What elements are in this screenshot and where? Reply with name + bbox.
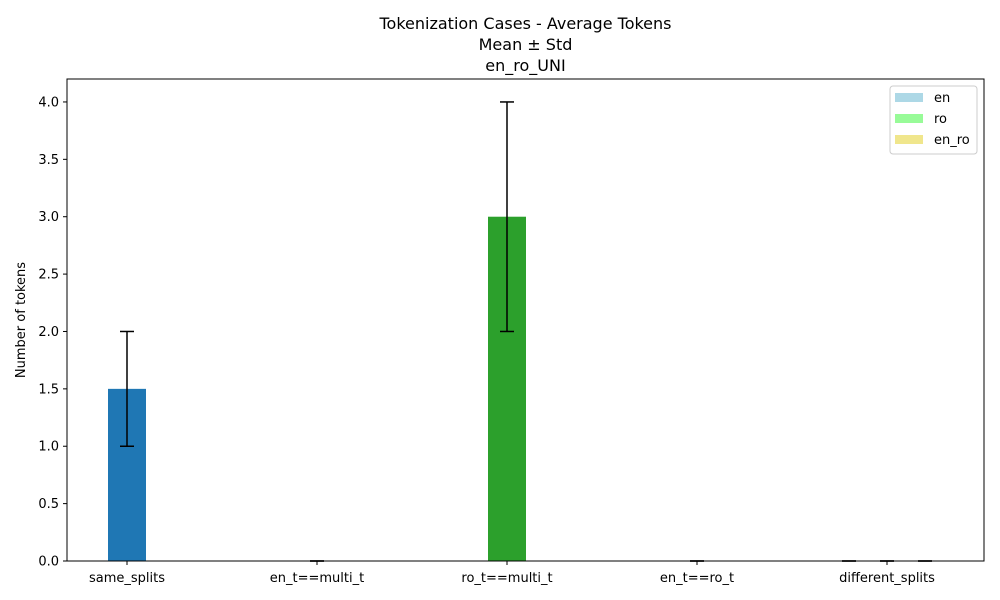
y-tick-label: 3.5	[38, 153, 59, 168]
bars-layer	[108, 216, 526, 561]
chart-title-line-2: Mean ± Std	[479, 35, 573, 54]
error-bar	[120, 330, 134, 447]
legend-swatch-ro	[895, 114, 923, 123]
x-tick-label: different_splits	[839, 571, 935, 586]
y-tick-label: 4.0	[38, 95, 59, 110]
x-tick-label: ro_t==multi_t	[461, 571, 552, 586]
y-tick-label: 3.0	[38, 210, 59, 225]
chart-title-line-3: en_ro_UNI	[485, 56, 565, 76]
legend: en ro en_ro	[889, 85, 978, 155]
legend-label-en: en	[934, 91, 950, 106]
x-tick-label: same_splits	[89, 571, 165, 586]
y-tick-label: 1.5	[38, 382, 59, 397]
y-tick-label: 2.0	[38, 325, 59, 340]
y-tick-label: 2.5	[38, 268, 59, 283]
error-bar	[500, 101, 514, 333]
y-axis-label: Number of tokens	[14, 262, 29, 378]
y-tick-label: 0.0	[38, 555, 59, 570]
y-tick-label: 1.0	[38, 440, 59, 455]
legend-label-ro: ro	[934, 112, 947, 127]
legend-label-en-ro: en_ro	[934, 133, 970, 148]
plot-frame	[66, 78, 985, 562]
legend-swatch-en-ro	[895, 135, 923, 144]
y-tick-label: 0.5	[38, 497, 59, 512]
x-tick-label: en_t==multi_t	[270, 571, 364, 586]
x-ticks: same_splits en_t==multi_t ro_t==multi_t en_…	[89, 561, 935, 586]
legend-swatch-en	[895, 93, 923, 102]
y-ticks: 0.0 0.5 1.0 1.5 2.0 2.5 3.0 3.5 4.0	[38, 95, 67, 570]
x-tick-label: en_t==ro_t	[660, 571, 734, 586]
chart-title-line-1: Tokenization Cases - Average Tokens	[379, 14, 672, 33]
